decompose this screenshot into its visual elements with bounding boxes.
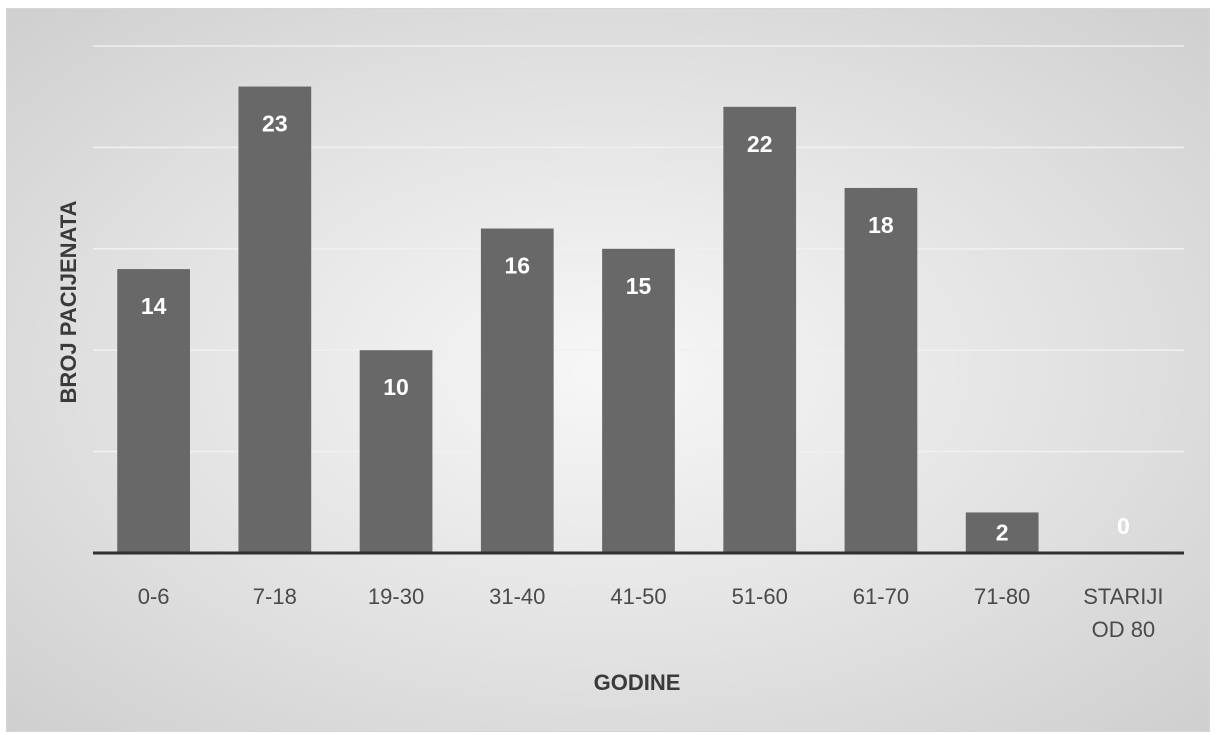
data-label: 15: [626, 273, 652, 299]
data-label: 10: [383, 374, 409, 400]
data-label: 16: [504, 253, 530, 279]
x-tick-label: 41-50: [610, 584, 666, 609]
bar: [602, 248, 675, 554]
data-labels: 14 23 10 16 15 22 18 2 0: [141, 111, 1130, 546]
x-tick-label: 7-18: [253, 584, 297, 609]
bar: [844, 187, 918, 553]
bar: [723, 106, 797, 553]
bar: [359, 350, 433, 553]
data-label: 2: [996, 520, 1009, 546]
data-label: 14: [141, 293, 167, 319]
bars: [117, 86, 1039, 554]
x-axis-title: GODINE: [594, 670, 681, 695]
data-label: 23: [262, 111, 288, 137]
x-tick-label: STARIJI: [1083, 584, 1163, 609]
data-label: 18: [868, 212, 894, 238]
x-tick-label: 0-6: [138, 584, 170, 609]
bar: [117, 269, 190, 553]
bar: [238, 86, 312, 553]
data-label: 22: [747, 131, 773, 157]
x-tick-labels: 0-6 7-18 19-30 31-40 41-50 51-60 61-70 71-80 STA…: [138, 584, 1164, 642]
data-label: 0: [1117, 513, 1130, 539]
x-tick-label: 61-70: [853, 584, 909, 609]
bar: [480, 228, 554, 553]
x-tick-label: OD 80: [1092, 617, 1156, 642]
x-tick-label: 71-80: [974, 584, 1030, 609]
bar: [965, 512, 1039, 553]
x-tick-label: 31-40: [489, 584, 545, 609]
y-axis-title: BROJ PACIJENATA: [56, 200, 81, 403]
x-tick-label: 51-60: [732, 584, 788, 609]
x-tick-label: 19-30: [368, 584, 424, 609]
